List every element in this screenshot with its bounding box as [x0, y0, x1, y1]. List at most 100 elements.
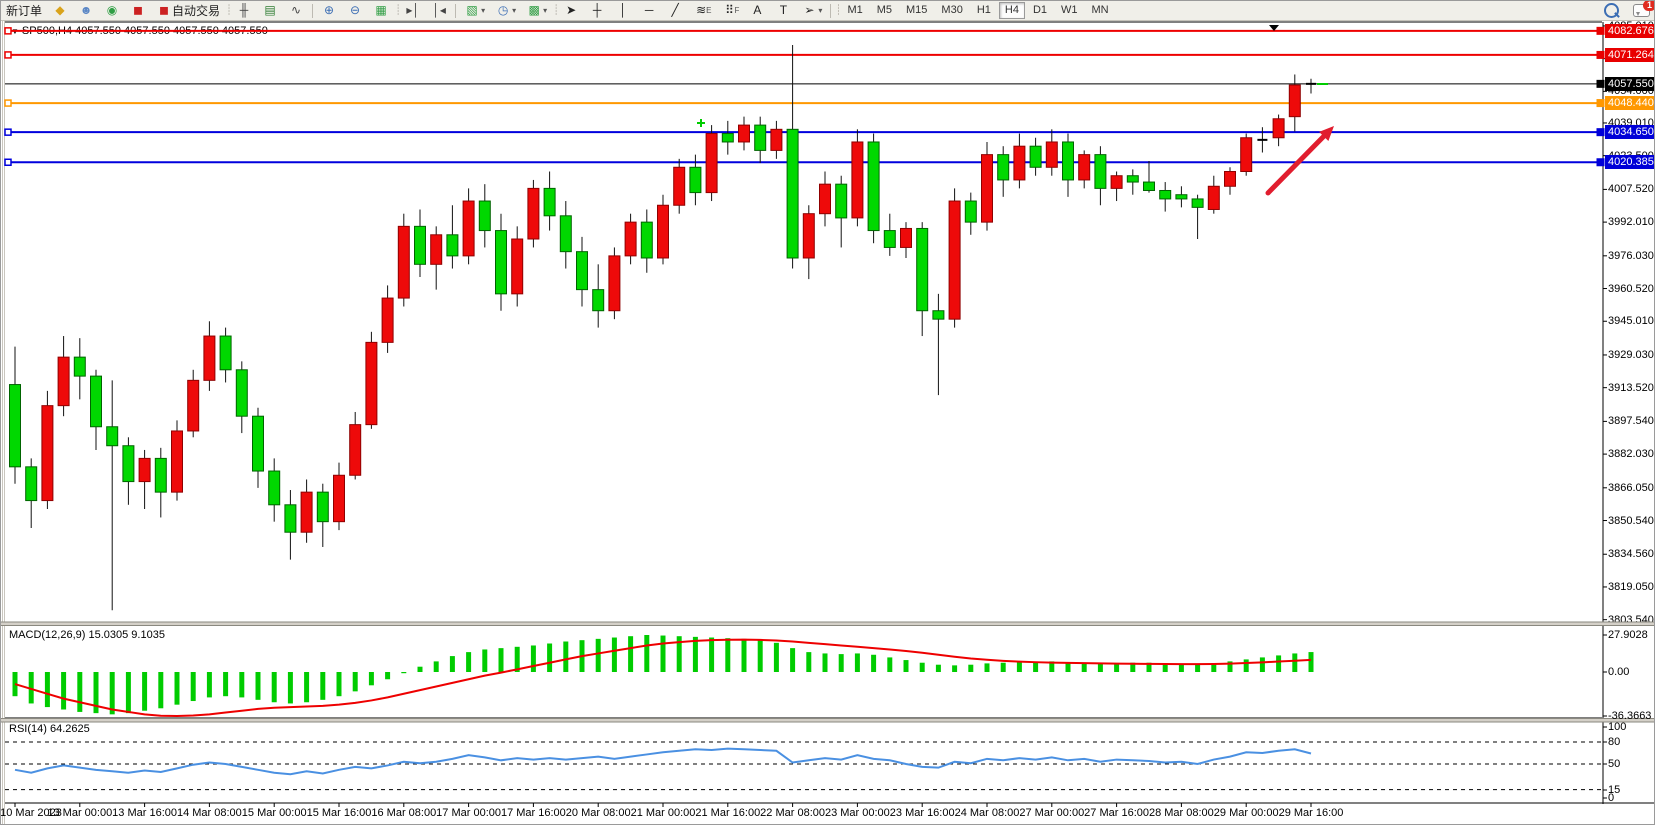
indicators-icon[interactable]: ▩ ▾ [528, 3, 548, 17]
price-badge-4071.264: 4071.264 [1605, 47, 1654, 62]
navigator-icon[interactable]: ◉ [106, 3, 118, 17]
rsi-indicator-label: RSI(14) 64.2625 [9, 723, 90, 735]
date-axis-label: 17 Mar 00:00 [436, 807, 502, 819]
price-axis-tick: 3850.540 [1608, 514, 1654, 527]
date-axis-label: 23 Mar 16:00 [889, 807, 955, 819]
date-axis-label: 24 Mar 08:00 [954, 807, 1020, 819]
rsi-axis-tick: 15 [1608, 784, 1621, 796]
date-axis-label: 10 Mar 2023 [0, 807, 62, 819]
price-axis-tick: 3976.030 [1608, 249, 1654, 262]
trendline-icon[interactable]: ╱ [671, 3, 679, 17]
macd-indicator-label: MACD(12,26,9) 15.0305 9.1035 [9, 629, 165, 641]
price-badge-4057.550: 4057.550 [1605, 76, 1654, 91]
price-badge-4020.385: 4020.385 [1605, 155, 1654, 170]
timeframe-m5-button[interactable]: M5 [876, 4, 893, 16]
arrows-shapes-icon[interactable]: ➢ ▾ [804, 3, 823, 17]
autotrading-icon[interactable]: ◼ [133, 3, 143, 17]
price-axis-tick: 3945.010 [1608, 315, 1654, 328]
rsi-axis-tick: 0 [1608, 792, 1615, 804]
autotrading-play-icon: ◼ [159, 3, 169, 17]
macd-axis-tick: 27.9028 [1608, 629, 1648, 641]
price-axis-tick: 3819.050 [1608, 580, 1654, 593]
toolbar-grip: ┊ [835, 5, 841, 16]
date-axis-label: 27 Mar 00:00 [1019, 807, 1085, 819]
line-chart-icon[interactable]: ∿ [291, 3, 302, 17]
rsi-axis-tick: 80 [1608, 736, 1621, 748]
vertical-line-icon[interactable]: │ [619, 3, 627, 17]
profiles-clock-icon[interactable]: ◷ ▾ [497, 3, 517, 17]
date-axis-label: 13 Mar 00:00 [47, 807, 113, 819]
zoom-in-icon[interactable]: ⊕ [324, 3, 335, 17]
ohlc-bars-icon[interactable]: ╫ [239, 3, 249, 17]
date-axis-label: 21 Mar 00:00 [630, 807, 696, 819]
price-axis-tick: 3897.540 [1608, 415, 1654, 428]
horizontal-line-icon[interactable]: ─ [644, 3, 654, 17]
timeframe-w1-button[interactable]: W1 [1061, 4, 1078, 16]
rsi-axis-tick: 100 [1608, 721, 1627, 733]
tile-windows-icon[interactable]: ▦ [375, 3, 387, 17]
new-order-button[interactable]: 新订单 [6, 4, 43, 18]
chart-window[interactable]: ▼ SP500,H4 4057.550 4057.550 4057.550 405… [1, 20, 1654, 824]
date-axis-label: 22 Mar 08:00 [760, 807, 826, 819]
fibonacci-icon[interactable]: ≋ E [696, 3, 712, 17]
price-badge-4048.440: 4048.440 [1605, 96, 1654, 111]
main-toolbar: 新订单 ◆ ☻ ◉ ◼ ◼ 自动交易 ┊ ╫ ▤ ∿ ⊕ ⊖ ▦ ┊ ▸│ │◂ ▧ ▾ ◷ ▾ ▩ ▾ ┊… [1, 1, 1654, 21]
auto-trading-button[interactable]: ◼ 自动交易 [152, 2, 224, 19]
timeframe-m30-button[interactable]: M30 [941, 4, 963, 16]
price-axis-tick: 3834.560 [1608, 548, 1654, 561]
toolbar-grip: ┊ [395, 5, 401, 16]
date-axis-label: 29 Mar 16:00 [1278, 807, 1344, 819]
price-badge-4034.650: 4034.650 [1605, 125, 1654, 140]
date-axis-label: 13 Mar 16:00 [112, 807, 178, 819]
crosshair-icon[interactable]: ┼ [592, 3, 602, 17]
timeframe-m15-button[interactable]: M15 [906, 4, 928, 16]
chart-shift-icon[interactable]: │◂ [432, 3, 446, 17]
date-axis-label: 28 Mar 08:00 [1148, 807, 1214, 819]
cursor-icon[interactable]: ➤ [566, 3, 577, 17]
candlestick-chart-icon[interactable]: ▤ [264, 3, 276, 17]
timeframe-switcher: M1 M5 M15 M30 H1 H4 D1 W1 MN [840, 2, 1115, 19]
zoom-out-icon[interactable]: ⊖ [350, 3, 361, 17]
date-axis-label: 20 Mar 08:00 [565, 807, 631, 819]
date-axis-label: 16 Mar 08:00 [371, 807, 437, 819]
price-axis-tick: 3929.030 [1608, 348, 1654, 361]
timeframe-m1-button[interactable]: M1 [847, 4, 863, 16]
toolbar-grip: ┊ [226, 5, 232, 16]
date-axis-label: 15 Mar 16:00 [306, 807, 372, 819]
date-axis-label: 17 Mar 16:00 [500, 807, 566, 819]
price-axis-tick: 3803.540 [1608, 613, 1654, 626]
timeframe-mn-button[interactable]: MN [1091, 4, 1109, 16]
price-axis-tick: 3866.050 [1608, 481, 1654, 494]
date-axis-label: 15 Mar 00:00 [241, 807, 307, 819]
timeframe-h4-button[interactable]: H4 [998, 2, 1025, 19]
notifications-chat-icon[interactable]: 1 [1633, 1, 1654, 17]
date-axis-label: 23 Mar 00:00 [824, 807, 890, 819]
text-icon[interactable]: A [753, 3, 762, 17]
date-axis-label: 21 Mar 16:00 [695, 807, 761, 819]
search-icon[interactable] [1604, 3, 1619, 18]
data-window-icon[interactable]: ☻ [79, 3, 93, 17]
toolbar-grip: ┊ [553, 5, 559, 16]
market-watch-icon[interactable]: ◆ [55, 3, 65, 17]
price-axis-tick: 3992.010 [1608, 216, 1654, 229]
window-left-frame [2, 20, 3, 824]
new-chart-icon[interactable]: ▧ ▾ [466, 3, 486, 17]
macd-axis-tick: 0.00 [1608, 666, 1630, 678]
timeframe-h1-button[interactable]: H1 [976, 4, 991, 16]
notification-count-badge: 1 [1643, 1, 1654, 11]
grid-icon[interactable]: ⠿ F [725, 3, 740, 17]
timeframe-d1-button[interactable]: D1 [1032, 4, 1048, 16]
symbol-marker-icon: ▼ [11, 27, 19, 36]
window-left-frame-inner [4, 20, 5, 824]
price-badge-4082.676: 4082.676 [1605, 23, 1654, 38]
price-axis-tick: 3882.030 [1608, 448, 1654, 461]
chart-title: ▼ SP500,H4 4057.550 4057.550 4057.550 405… [11, 25, 268, 37]
date-axis-label: 27 Mar 16:00 [1084, 807, 1150, 819]
price-axis-tick: 3960.520 [1608, 282, 1654, 295]
panel-toggle-icons: ◆ ☻ ◉ ◼ [47, 2, 151, 19]
text-label-icon[interactable]: T [779, 3, 788, 17]
auto-scroll-icon[interactable]: ▸│ [406, 3, 420, 17]
rsi-axis-tick: 50 [1608, 758, 1621, 770]
price-axis-tick: 3913.520 [1608, 381, 1654, 394]
